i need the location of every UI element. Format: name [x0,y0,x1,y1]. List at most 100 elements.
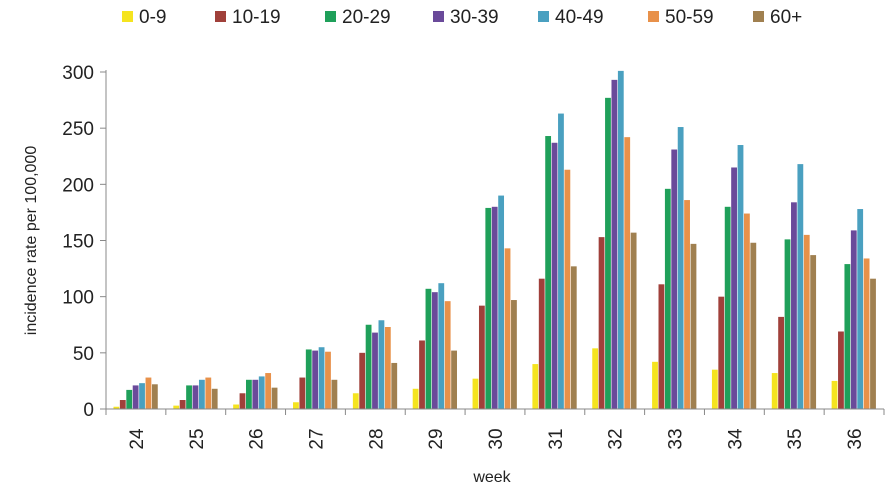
bar-50-59-week-29 [444,301,451,409]
bar-30-39-week-36 [850,230,857,409]
bar-0-9-week-36 [831,380,838,409]
legend-swatch [753,11,764,22]
bars [113,70,876,410]
x-tick-label: 26 [247,428,268,449]
bar-0-9-week-34 [711,369,718,409]
bar-30-39-week-32 [611,79,618,410]
bar-10-19-week-26 [239,393,246,409]
bar-0-9-week-32 [592,348,599,409]
x-tick-label: 30 [486,428,507,449]
bar-10-19-week-28 [359,352,366,409]
legend: 0-9 10-19 20-29 30-39 40-49 50-59 60+ [122,7,802,28]
bar-10-19-week-36 [838,331,844,409]
bar-50-59-week-33 [684,200,690,409]
bar-30-39-week-33 [671,149,678,409]
legend-swatch [122,11,133,22]
bar-60+-week-25 [211,388,218,409]
bar-20-29-week-36 [844,264,851,409]
bar-50-59-week-32 [624,137,631,409]
bar-0-9-week-33 [652,361,658,409]
bar-40-49-week-36 [857,209,864,409]
x-tick-label: 29 [426,428,447,449]
legend-swatch [215,11,226,22]
bar-50-59-week-30 [504,248,511,409]
bar-0-9-week-31 [532,364,539,409]
bar-10-19-week-33 [658,284,665,409]
y-tick-label: 50 [73,344,94,365]
bar-50-59-week-34 [744,213,750,409]
bar-20-29-week-31 [545,136,552,409]
bar-60+-week-26 [271,387,278,409]
bar-30-39-week-34 [731,167,737,409]
bar-0-9-week-24 [113,406,120,409]
bar-60+-week-35 [810,255,817,409]
bar-40-49-week-25 [198,379,205,409]
bar-40-49-week-33 [677,127,684,409]
x-axis-title: week [472,469,511,486]
bar-60+-week-30 [511,300,517,409]
bar-10-19-week-25 [179,400,186,409]
bar-40-49-week-30 [498,195,505,409]
bar-20-29-week-24 [126,389,133,409]
bar-40-49-week-28 [378,320,385,409]
bar-10-19-week-32 [598,237,605,409]
legend-swatch [433,11,444,22]
y-tick-label: 200 [62,175,94,196]
x-tick-label: 34 [725,428,746,450]
x-tick-label: 35 [785,428,806,449]
x-tick-label: 25 [187,428,208,449]
bar-30-39-week-27 [312,350,319,409]
bar-20-29-week-30 [485,207,492,409]
bar-20-29-week-35 [784,239,791,409]
bar-60+-week-33 [690,243,697,409]
bar-60+-week-34 [750,242,757,409]
bar-20-29-week-25 [186,385,192,409]
bar-10-19-week-31 [538,278,545,409]
x-tick-label: 31 [546,428,567,449]
x-tick-label: 33 [666,428,687,449]
legend-label: 20-29 [342,7,391,28]
legend-label: 50-59 [665,7,714,28]
bar-40-49-week-27 [318,347,325,409]
bar-50-59-week-35 [803,234,810,409]
bar-30-39-week-25 [192,385,199,409]
bar-0-9-week-28 [352,393,359,409]
bar-60+-week-36 [870,278,876,409]
legend-swatch [325,11,336,22]
bar-50-59-week-31 [564,169,571,409]
bar-40-49-week-29 [438,283,445,409]
legend-swatch [648,11,659,22]
y-tick-label: 100 [62,288,94,309]
bar-30-39-week-35 [791,202,797,409]
x-tick-label: 32 [606,428,627,449]
bar-20-29-week-28 [365,324,372,409]
bar-40-49-week-31 [558,113,564,409]
legend-swatch [538,11,549,22]
y-tick-label: 150 [62,232,94,253]
x-tick-label: 27 [306,428,327,449]
bar-20-29-week-33 [664,188,671,409]
bar-0-9-week-26 [233,404,239,409]
bar-50-59-week-27 [325,351,331,409]
bar-20-29-week-34 [724,206,731,409]
legend-label: 0-9 [139,7,166,28]
bar-60+-week-27 [331,379,338,409]
bar-60+-week-24 [151,384,158,409]
y-tick-label: 250 [62,119,94,140]
legend-label: 30-39 [450,7,499,28]
bar-50-59-week-28 [384,327,391,409]
bar-10-19-week-30 [478,305,485,409]
bar-40-49-week-24 [139,383,145,409]
bar-30-39-week-26 [252,379,259,409]
y-tick-label: 300 [62,63,94,84]
bar-60+-week-29 [451,350,457,409]
bar-50-59-week-36 [863,258,870,409]
bar-30-39-week-29 [431,292,438,409]
bar-40-49-week-34 [737,145,744,409]
y-tick-label: 0 [83,400,94,421]
legend-label: 10-19 [232,7,281,28]
bar-0-9-week-29 [412,388,419,409]
bar-10-19-week-35 [778,316,785,409]
bar-50-59-week-26 [265,373,272,409]
